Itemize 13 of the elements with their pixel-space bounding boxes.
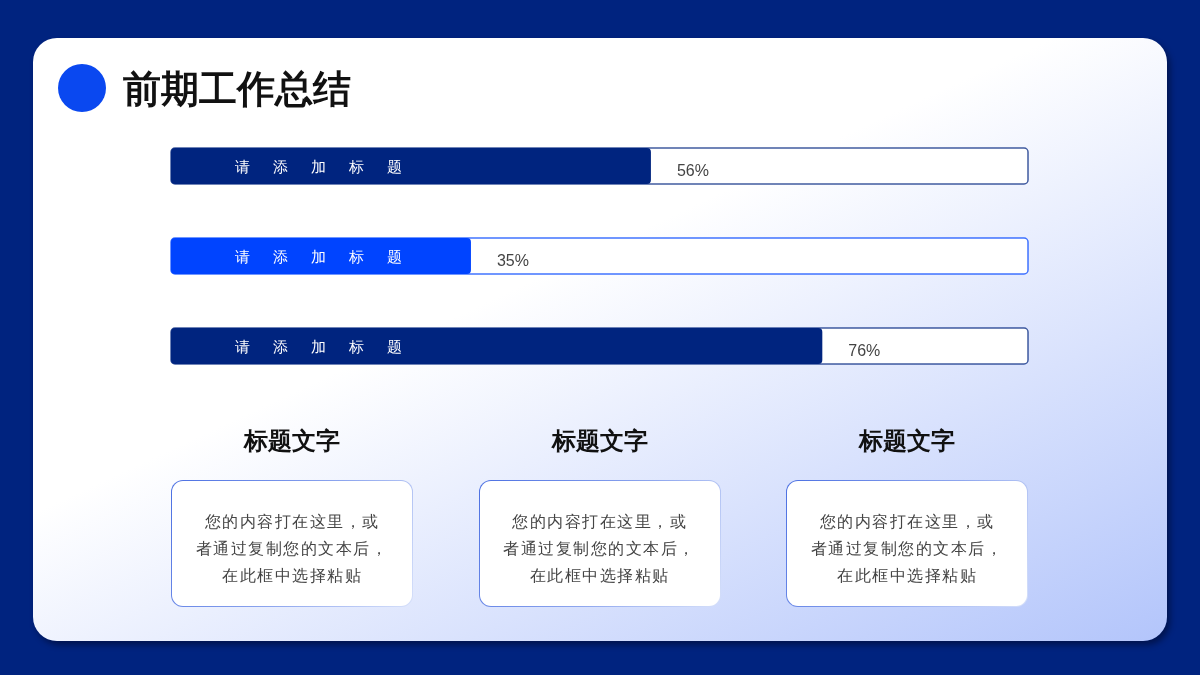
text: 您的内容打在这里，或者通过复制您的文本后，在此框中选择粘贴 xyxy=(195,511,389,587)
data-label: 76% xyxy=(848,342,881,359)
text: 您的内容打在这里，或者通过复制您的文本后，在此框中选择粘贴 xyxy=(503,511,696,587)
text: 标题文字 xyxy=(550,426,649,457)
y-tick-label: 请添加标题 xyxy=(235,158,425,176)
y-tick-label: 请添加标题 xyxy=(235,248,425,266)
chart-title: 前期工作总结 xyxy=(123,67,351,111)
text: 标题文字 xyxy=(857,426,956,457)
text: 标题文字 xyxy=(242,426,341,457)
text: 您的内容打在这里，或者通过复制您的文本后，在此框中选择粘贴 xyxy=(810,511,1004,587)
data-label: 56% xyxy=(676,162,709,179)
y-tick-label: 请添加标题 xyxy=(235,338,425,356)
data-label: 35% xyxy=(496,252,529,269)
